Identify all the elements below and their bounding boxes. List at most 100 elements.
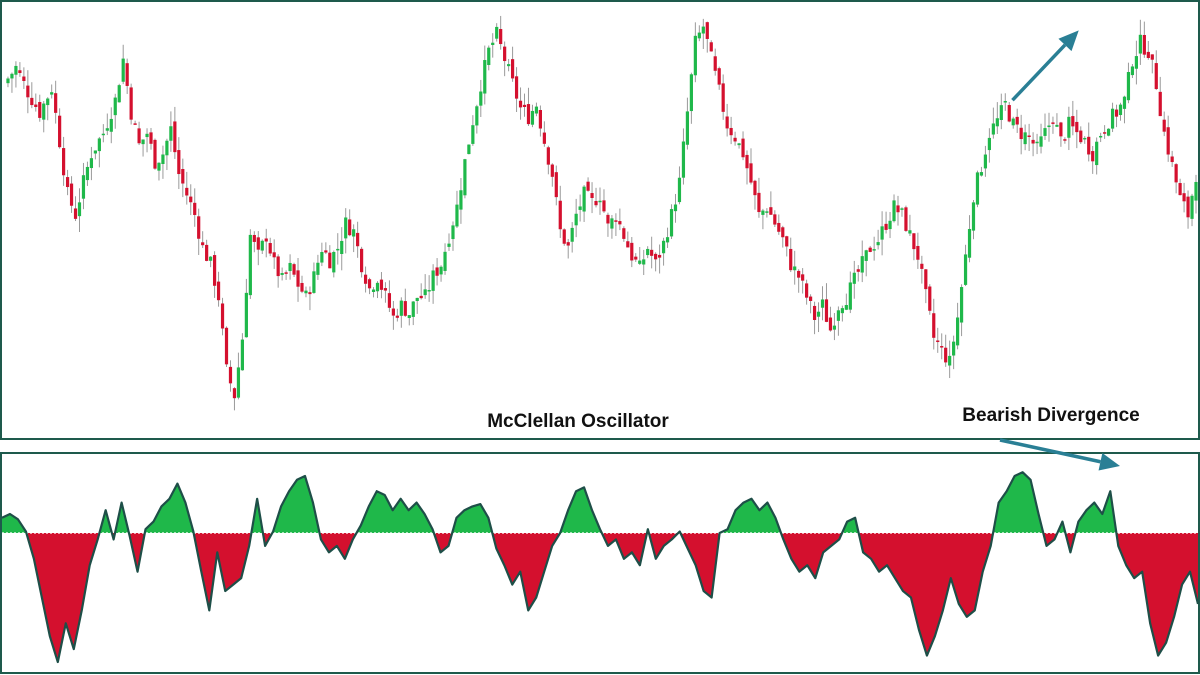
candle-body — [1103, 132, 1107, 134]
candle — [701, 18, 705, 49]
candle — [618, 208, 622, 231]
candle — [1003, 93, 1007, 111]
candle-body — [42, 103, 46, 120]
candle-body — [431, 270, 435, 291]
candle-body — [201, 242, 205, 246]
candle-body — [797, 270, 801, 278]
candle — [697, 25, 701, 42]
candle — [149, 127, 153, 150]
candle-body — [149, 132, 153, 144]
candle — [995, 102, 999, 134]
candle — [1007, 102, 1011, 123]
candle — [201, 231, 205, 248]
candle-body — [745, 154, 749, 169]
candle — [487, 45, 491, 71]
candle — [133, 120, 137, 125]
candle — [924, 268, 928, 304]
candle — [928, 284, 932, 315]
candle — [558, 185, 562, 238]
candle-body — [582, 186, 586, 212]
candle-body — [1059, 122, 1063, 137]
candle — [296, 257, 300, 302]
candle — [634, 253, 638, 262]
candle — [741, 131, 745, 161]
candle-body — [908, 230, 912, 234]
candle-body — [1087, 136, 1091, 155]
candle — [932, 298, 936, 350]
candle — [252, 231, 256, 253]
candle-body — [924, 269, 928, 290]
candle-body — [940, 346, 944, 348]
candle-body — [717, 68, 721, 85]
candle — [367, 277, 372, 295]
candle — [423, 274, 427, 299]
candle-body — [1015, 116, 1019, 125]
candle-body — [1071, 116, 1075, 127]
candle — [169, 111, 173, 152]
candle-body — [622, 228, 626, 239]
candle — [117, 83, 121, 103]
candle-body — [1166, 127, 1170, 155]
candle-body — [514, 76, 519, 99]
candle-body — [399, 300, 403, 316]
candle-body — [165, 140, 169, 156]
candle-body — [1031, 139, 1035, 144]
candle — [415, 297, 419, 314]
candle-body — [216, 281, 221, 301]
candle-body — [383, 288, 388, 291]
candle — [785, 235, 789, 257]
candle-body — [30, 97, 34, 106]
candle — [371, 287, 376, 298]
candle-body — [944, 347, 948, 363]
candle-body — [89, 158, 94, 169]
candle-body — [1095, 141, 1099, 166]
candle-body — [479, 91, 483, 106]
candle — [1154, 50, 1158, 91]
candle — [642, 249, 646, 276]
candle-body — [757, 192, 761, 213]
candle — [1027, 123, 1031, 152]
candle — [161, 145, 165, 179]
candle-body — [669, 209, 674, 237]
candle — [360, 246, 364, 278]
candle — [236, 352, 241, 400]
candle — [18, 62, 22, 77]
candle-body — [1063, 139, 1067, 141]
candle — [197, 208, 201, 255]
candle — [467, 144, 471, 155]
candle-body — [868, 247, 872, 252]
candle — [1011, 116, 1015, 129]
candle-body — [367, 279, 372, 289]
candle-body — [407, 315, 411, 319]
candle — [638, 247, 642, 265]
candle-body — [661, 240, 666, 254]
candle — [300, 275, 304, 294]
candle-body — [487, 47, 491, 66]
candle — [173, 106, 177, 159]
candle — [805, 279, 809, 305]
candle — [153, 138, 157, 170]
candle-body — [1007, 105, 1011, 122]
candle — [991, 107, 995, 139]
candle-body — [749, 163, 753, 183]
candle-body — [928, 286, 932, 311]
candle-body — [518, 100, 523, 108]
candle-body — [1083, 137, 1087, 140]
candle-body — [522, 104, 527, 108]
candle-body — [69, 183, 74, 206]
candle — [1031, 132, 1035, 157]
candle-body — [709, 42, 713, 52]
candle-body — [125, 63, 129, 86]
candle — [304, 286, 308, 298]
candle — [14, 61, 18, 88]
candle — [105, 113, 109, 136]
candle-body — [781, 227, 785, 238]
candle — [312, 262, 316, 294]
candle — [1150, 54, 1154, 74]
candle-body — [550, 164, 554, 177]
candle — [475, 104, 479, 134]
candle — [391, 300, 395, 330]
candle-body — [952, 341, 956, 356]
candle — [1095, 137, 1099, 175]
candle-body — [85, 166, 90, 181]
